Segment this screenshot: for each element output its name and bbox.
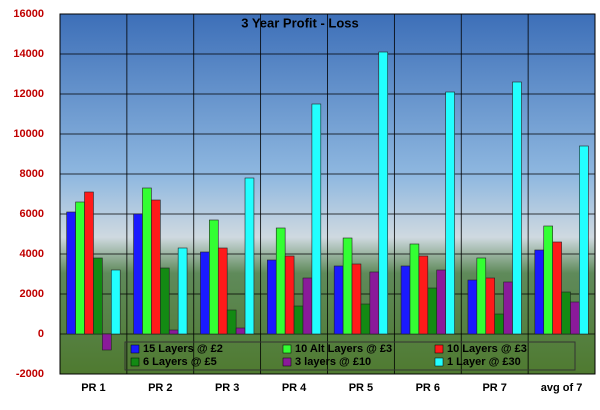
legend-label: 15 Layers @ £2 — [143, 343, 223, 355]
legend-swatch — [130, 344, 140, 354]
bar — [476, 257, 487, 335]
legend-swatch — [434, 357, 444, 367]
y-tick-label: 4000 — [20, 248, 44, 260]
bar — [84, 191, 94, 335]
bar — [351, 263, 362, 335]
bar — [142, 187, 152, 335]
bar — [333, 265, 344, 335]
bar — [267, 259, 277, 335]
bar — [293, 305, 304, 335]
bar — [160, 267, 170, 335]
legend-label: 3 layers @ £10 — [295, 356, 371, 368]
bar — [200, 251, 210, 335]
bar — [209, 219, 219, 335]
bar — [244, 177, 255, 335]
bar — [400, 265, 411, 335]
legend-label: 10 Layers @ £3 — [447, 343, 527, 355]
y-tick-label: 16000 — [13, 8, 44, 20]
bar — [570, 301, 580, 335]
bar — [151, 199, 161, 335]
bar — [467, 279, 478, 335]
x-tick-label: PR 7 — [482, 382, 506, 394]
bar — [561, 291, 571, 335]
bar — [66, 211, 76, 335]
bar — [534, 249, 545, 335]
bar — [75, 201, 85, 335]
bar — [579, 145, 589, 335]
bar — [102, 333, 112, 351]
legend-swatch — [130, 357, 140, 367]
bar — [369, 271, 380, 335]
bar — [360, 303, 371, 335]
bar — [226, 309, 237, 335]
bar — [311, 103, 322, 335]
bar — [418, 255, 429, 335]
y-tick-label: 10000 — [13, 128, 44, 140]
bar — [302, 277, 313, 335]
bar — [93, 257, 103, 335]
bar — [543, 225, 553, 335]
legend-swatch — [282, 344, 292, 354]
y-tick-label: 12000 — [13, 88, 44, 100]
y-tick-label: -2000 — [16, 368, 44, 380]
legend-label: 1 Layer @ £30 — [447, 356, 521, 368]
bar — [168, 329, 179, 335]
x-tick-label: PR 1 — [81, 382, 105, 394]
y-tick-label: 2000 — [20, 288, 44, 300]
x-tick-label: PR 3 — [215, 382, 239, 394]
bar — [378, 51, 388, 335]
bar — [512, 81, 522, 335]
bar — [494, 313, 504, 335]
bar — [552, 241, 562, 335]
bar — [427, 287, 438, 335]
x-tick-label: PR 6 — [416, 382, 440, 394]
bar — [275, 227, 286, 335]
y-tick-label: 6000 — [20, 208, 44, 220]
x-tick-label: PR 2 — [148, 382, 172, 394]
x-tick-label: PR 4 — [282, 382, 307, 394]
legend-label: 10 Alt Layers @ £3 — [295, 343, 392, 355]
bar — [409, 243, 420, 335]
bar — [177, 247, 188, 335]
legend-swatch — [282, 357, 292, 367]
bar — [445, 91, 455, 335]
x-tick-label: avg of 7 — [541, 382, 583, 394]
y-tick-label: 14000 — [13, 48, 44, 60]
bar — [503, 281, 513, 335]
bar — [217, 247, 228, 335]
bar — [133, 213, 143, 335]
chart-title: 3 Year Profit - Loss — [241, 15, 359, 30]
legend-swatch — [434, 344, 444, 354]
bar — [485, 277, 495, 335]
legend-label: 6 Layers @ £5 — [143, 356, 217, 368]
bar — [235, 327, 246, 335]
bar — [436, 269, 446, 335]
bar — [342, 237, 353, 335]
y-tick-label: 0 — [38, 328, 44, 340]
bar — [110, 269, 121, 335]
x-tick-label: PR 5 — [349, 382, 373, 394]
legend-box — [124, 341, 576, 371]
y-tick-label: 8000 — [20, 168, 44, 180]
bar — [284, 255, 295, 335]
